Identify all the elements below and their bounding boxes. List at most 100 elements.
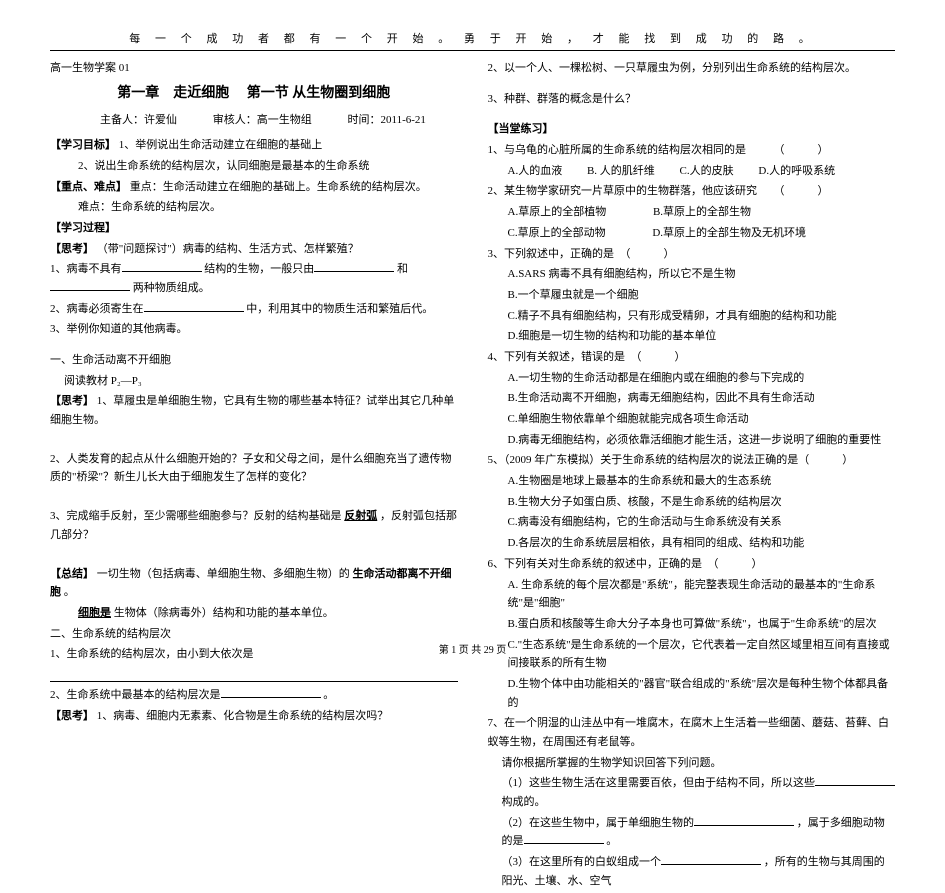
q3: 3、举例你知道的其他病毒。: [50, 320, 458, 339]
think2: 【思考】 1、草履虫是单细胞生物，它具有生物的哪些基本特征？试举出其它几种单细胞…: [50, 392, 458, 429]
p6: 6、下列有关对生命系统的叙述中，正确的是 （ ）: [488, 555, 896, 574]
q1-mid: 结构的生物，一般只由: [204, 263, 314, 275]
summary-label: 【总结】: [50, 568, 94, 580]
right-q3: 3、种群、群落的概念是什么？: [488, 90, 896, 109]
sec1-title: 一、生命活动离不开细胞: [50, 351, 458, 370]
p5d: D.各层次的生命系统层层相依，具有相同的组成、结构和功能: [488, 534, 896, 553]
sec2-q2-pre: 2、生命系统中最基本的结构层次是: [50, 689, 221, 701]
blank: [694, 814, 794, 826]
content-columns: 高一生物学案 01 第一章 走近细胞 第一节 从生物圈到细胞 主备人：许爱仙 审…: [50, 57, 895, 893]
p7-3: （3）在这里所有的白蚁组成一个 ，所有的生物与其周围的阳光、土壤、水、空气: [488, 853, 896, 890]
p2: 2、某生物学家研究一片草原中的生物群落，他应该研究 （ ）: [488, 182, 896, 201]
p7-2-pre: （2）在这些生物中，属于单细胞生物的: [502, 817, 695, 829]
p3d: D.细胞是一切生物的结构和功能的基本单位: [488, 327, 896, 346]
p1-opts: A.人的血液 B. 人的肌纤维 C.人的皮肤 D.人的呼吸系统: [488, 162, 896, 181]
chapter-title: 第一章 走近细胞 第一节 从生物圈到细胞: [50, 82, 458, 106]
page-footer: 第 1 页 共 29 页: [0, 641, 945, 656]
p1d: D.人的呼吸系统: [758, 165, 835, 177]
p7-1: （1）这些生物生活在这里需要百依，但由于结构不同，所以这些 构成的。: [488, 774, 896, 811]
p7-sub: 请你根据所掌握的生物学知识回答下列问题。: [488, 754, 896, 773]
goals-label: 【学习目标】: [50, 139, 116, 151]
blank: [50, 279, 130, 291]
sec1-read: 阅读教材 P₂—P₃: [50, 372, 458, 391]
think1: 【思考】 （带"问题探讨"）病毒的结构、生活方式、怎样繁殖？: [50, 240, 458, 259]
p6a: A. 生命系统的每个层次都是"系统"，能完整表现生命活动的最基本的"生命系统"是…: [488, 576, 896, 613]
p5: 5、（2009 年广东模拟）关于生命系统的结构层次的说法正确的是（ ）: [488, 451, 896, 470]
blank: [144, 300, 244, 312]
difficulty-hard: 难点：生命系统的结构层次。: [50, 198, 458, 217]
blank-line: [50, 668, 458, 682]
p2-opts1: A.草原上的全部植物 B.草原上的全部生物: [488, 203, 896, 222]
p1b: B. 人的肌纤维: [587, 165, 655, 177]
summary2-post: 生物体（除病毒外）结构和功能的基本单位。: [114, 607, 334, 619]
think2-q2: 2、人类发育的起点从什么细胞开始的？子女和父母之间，是什么细胞充当了遗传物质的"…: [50, 450, 458, 487]
blank: [524, 832, 604, 844]
p1a: A.人的血液: [508, 165, 563, 177]
p7-3-pre: （3）在这里所有的白蚁组成一个: [502, 856, 662, 868]
divider-top: [50, 50, 895, 51]
p7-2-post: 。: [606, 835, 617, 847]
think2-q3-bold: 反射弧: [344, 510, 377, 522]
summary1-pre: 一切生物（包括病毒、单细胞生物、多细胞生物）的: [97, 568, 350, 580]
p2d: D.草原上的全部生物及无机环境: [652, 227, 806, 239]
p6d: D.生物个体中由功能相关的"器官"联合组成的"系统"层次是每种生物个体都具备的: [488, 675, 896, 712]
think-label: 【思考】: [50, 243, 94, 255]
p3a: A.SARS 病毒不具有细胞结构，所以它不是生物: [488, 265, 896, 284]
q1: 1、病毒不具有 结构的生物，一般只由 和 两种物质组成。: [50, 260, 458, 297]
sec2-q2-post: 。: [323, 689, 334, 701]
p7-1-post: 构成的。: [502, 796, 546, 808]
blank: [815, 774, 895, 786]
summary2-pre: 细胞是: [78, 607, 111, 619]
think3-q1: 1、病毒、细胞内无素素、化合物是生命系统的结构层次吗？: [97, 710, 389, 722]
sec2-q2: 2、生命系统中最基本的结构层次是 。: [50, 686, 458, 705]
p5c: C.病毒没有细胞结构，它的生命活动与生命系统没有关系: [488, 513, 896, 532]
think2-label: 【思考】: [50, 395, 94, 407]
goal2: 2、说出生命系统的结构层次，认同细胞是最基本的生命系统: [50, 157, 458, 176]
doc-number: 高一生物学案 01: [50, 59, 458, 78]
p4d: D.病毒无细胞结构，必须依靠活细胞才能生活，这进一步说明了细胞的重要性: [488, 431, 896, 450]
process-label: 【学习过程】: [50, 219, 458, 238]
right-q2: 2、以一个人、一棵松树、一只草履虫为例，分别列出生命系统的结构层次。: [488, 59, 896, 78]
blank: [661, 853, 761, 865]
blank: [314, 260, 394, 272]
p1c: C.人的皮肤: [680, 165, 734, 177]
p2c: C.草原上的全部动物: [508, 227, 606, 239]
practice-label: 【当堂练习】: [488, 120, 896, 139]
p7-1-pre: （1）这些生物生活在这里需要百依，但由于结构不同，所以这些: [502, 777, 816, 789]
left-column: 高一生物学案 01 第一章 走近细胞 第一节 从生物圈到细胞 主备人：许爱仙 审…: [50, 57, 458, 893]
q1-end: 两种物质组成。: [133, 282, 210, 294]
header-quote: 每 一 个 成 功 者 都 有 一 个 开 始 。 勇 于 开 始 ， 才 能 …: [50, 30, 895, 46]
think2-q3-pre: 3、完成缩手反射，至少需哪些细胞参与？反射的结构基础是: [50, 510, 342, 522]
think-text: （带"问题探讨"）病毒的结构、生活方式、怎样繁殖？: [97, 243, 359, 255]
p2-opts2: C.草原上的全部动物 D.草原上的全部生物及无机环境: [488, 224, 896, 243]
date: 时间：2011-6-21: [348, 114, 426, 126]
p7: 7、在一个阴湿的山洼丛中有一堆腐木，在腐木上生活着一些细菌、蘑菇、苔藓、白蚁等生…: [488, 714, 896, 751]
summary1: 【总结】 一切生物（包括病毒、单细胞生物、多细胞生物）的 生命活动都离不开细胞 …: [50, 565, 458, 602]
q2-end: 中，利用其中的物质生活和繁殖后代。: [246, 303, 433, 315]
blank: [122, 260, 202, 272]
p2a: A.草原上的全部植物: [508, 206, 607, 218]
goals: 【学习目标】 1、举例说出生命活动建立在细胞的基础上: [50, 136, 458, 155]
difficulty: 【重点、难点】 重点：生命活动建立在细胞的基础上。生命系统的结构层次。: [50, 178, 458, 197]
think2-q3: 3、完成缩手反射，至少需哪些细胞参与？反射的结构基础是 反射弧 ，反射弧包括那几…: [50, 507, 458, 544]
p5a: A.生物圈是地球上最基本的生命系统和最大的生态系统: [488, 472, 896, 491]
think2-q1: 1、草履虫是单细胞生物，它具有生物的哪些基本特征？试举出其它几种单细胞生物。: [50, 395, 454, 426]
q2-prefix: 2、病毒必须寄生在: [50, 303, 144, 315]
blank: [221, 686, 321, 698]
p1: 1、与乌龟的心脏所属的生命系统的结构层次相同的是 （ ）: [488, 141, 896, 160]
right-column: 2、以一个人、一棵松树、一只草履虫为例，分别列出生命系统的结构层次。 3、种群、…: [488, 57, 896, 893]
authors-line: 主备人：许爱仙 审核人：高一生物组 时间：2011-6-21: [50, 111, 458, 130]
q1-mid2: 和: [397, 263, 408, 275]
p5b: B.生物大分子如蛋白质、核酸，不是生命系统的结构层次: [488, 493, 896, 512]
think3-label: 【思考】: [50, 710, 94, 722]
summary1-post: 。: [64, 586, 75, 598]
p2b: B.草原上的全部生物: [653, 206, 751, 218]
p3c: C.精子不具有细胞结构，只有形成受精卵，才具有细胞的结构和功能: [488, 307, 896, 326]
p4a: A.一切生物的生命活动都是在细胞内或在细胞的参与下完成的: [488, 369, 896, 388]
reviewer: 审核人：高一生物组: [213, 114, 312, 126]
difficulty-key: 重点：生命活动建立在细胞的基础上。生命系统的结构层次。: [130, 181, 427, 193]
summary2: 细胞是 生物体（除病毒外）结构和功能的基本单位。: [50, 604, 458, 623]
difficulty-label: 【重点、难点】: [50, 181, 127, 193]
p4c: C.单细胞生物依靠单个细胞就能完成各项生命活动: [488, 410, 896, 429]
p4: 4、下列有关叙述，错误的是 （ ）: [488, 348, 896, 367]
